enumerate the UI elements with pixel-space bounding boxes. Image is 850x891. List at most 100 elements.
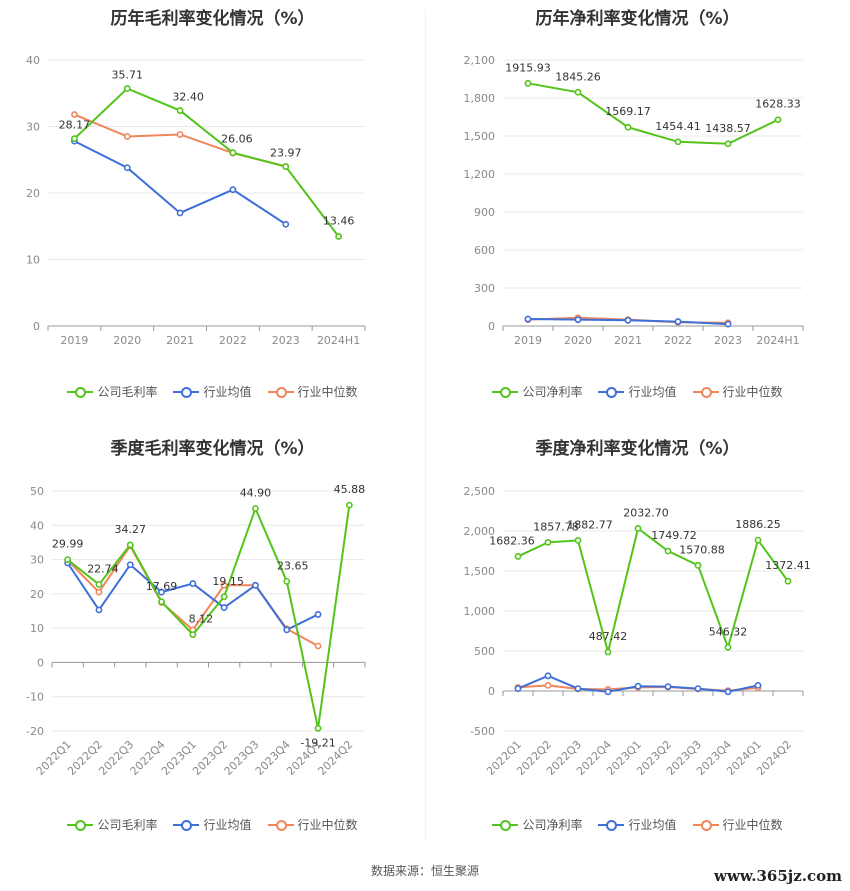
legend-item[interactable]: 行业均值 bbox=[598, 816, 677, 833]
data-point[interactable] bbox=[229, 149, 237, 157]
data-point[interactable] bbox=[314, 642, 322, 650]
data-point[interactable] bbox=[189, 631, 197, 638]
data-point[interactable] bbox=[252, 581, 259, 589]
legend-item[interactable]: 公司净利率 bbox=[492, 816, 582, 833]
data-point[interactable] bbox=[574, 685, 582, 692]
data-point[interactable] bbox=[694, 685, 702, 692]
data-point[interactable] bbox=[345, 501, 353, 509]
data-point[interactable] bbox=[158, 588, 165, 596]
chart-panel-3: 季度毛利率变化情况（%） -20 -10 0 10 20 30 40 50 2022Q1 2022Q… bbox=[0, 430, 425, 860]
data-point[interactable] bbox=[664, 683, 672, 690]
data-point[interactable] bbox=[126, 541, 134, 549]
legend-item[interactable]: 行业中位数 bbox=[692, 816, 783, 833]
data-point[interactable] bbox=[634, 682, 642, 690]
data-point[interactable] bbox=[64, 556, 72, 564]
chart-title: 季度净利率变化情况（%） bbox=[535, 439, 740, 459]
data-point[interactable] bbox=[514, 685, 522, 692]
x-tick-label: 2022 bbox=[219, 334, 247, 347]
data-point[interactable] bbox=[624, 316, 632, 324]
series-line bbox=[527, 82, 779, 145]
legend-marker-icon bbox=[692, 386, 719, 398]
data-point[interactable] bbox=[71, 135, 78, 143]
data-point[interactable] bbox=[524, 79, 532, 87]
x-tick-label: 2022 bbox=[664, 334, 692, 347]
legend-label: 行业中位数 bbox=[297, 818, 358, 832]
legend-label: 行业均值 bbox=[628, 818, 677, 832]
data-point[interactable] bbox=[229, 186, 237, 194]
data-point[interactable] bbox=[574, 88, 582, 96]
legend-item[interactable]: 行业均值 bbox=[173, 383, 252, 400]
data-point[interactable] bbox=[176, 107, 184, 114]
data-point[interactable] bbox=[604, 688, 612, 696]
legend-marker-icon bbox=[598, 386, 625, 398]
data-point[interactable] bbox=[604, 648, 612, 656]
data-point[interactable] bbox=[724, 643, 732, 651]
data-point[interactable] bbox=[724, 320, 732, 328]
data-point[interactable] bbox=[95, 581, 103, 588]
data-point[interactable] bbox=[252, 505, 259, 512]
data-point[interactable] bbox=[634, 524, 642, 532]
data-point[interactable] bbox=[283, 577, 291, 585]
data-point[interactable] bbox=[189, 580, 197, 587]
data-point[interactable] bbox=[71, 111, 78, 118]
data-point[interactable] bbox=[123, 164, 131, 172]
data-label: 23.97 bbox=[270, 147, 302, 160]
data-label: 22.74 bbox=[87, 562, 119, 575]
data-point[interactable] bbox=[283, 626, 291, 634]
x-tick-label: 2019 bbox=[60, 334, 88, 347]
data-point[interactable] bbox=[574, 316, 582, 324]
data-point[interactable] bbox=[95, 606, 103, 614]
legend-label: 公司毛利率 bbox=[97, 818, 158, 832]
data-point[interactable] bbox=[624, 123, 632, 131]
data-point[interactable] bbox=[754, 681, 762, 689]
data-point[interactable] bbox=[335, 233, 342, 240]
legend-item[interactable]: 行业中位数 bbox=[267, 383, 358, 400]
legend-item[interactable]: 行业中位数 bbox=[267, 816, 358, 833]
data-point[interactable] bbox=[126, 561, 134, 569]
data-label: 1682.36 bbox=[489, 534, 535, 547]
data-point[interactable] bbox=[544, 538, 552, 546]
chart-legend: 公司净利率 行业均值 行业中位数 bbox=[425, 383, 850, 401]
chart-svg: -20-10010203040502022Q12022Q22022Q32022Q… bbox=[26, 483, 366, 778]
legend-marker-icon bbox=[173, 386, 200, 398]
data-label: 2032.70 bbox=[623, 506, 669, 519]
legend-marker-icon bbox=[492, 386, 519, 398]
data-point[interactable] bbox=[574, 536, 582, 544]
legend-item[interactable]: 行业均值 bbox=[598, 383, 677, 400]
data-point[interactable] bbox=[220, 593, 228, 601]
data-point[interactable] bbox=[674, 138, 682, 146]
data-point[interactable] bbox=[694, 561, 702, 569]
data-point[interactable] bbox=[544, 681, 552, 689]
data-point[interactable] bbox=[774, 116, 782, 124]
data-point[interactable] bbox=[544, 672, 552, 680]
data-point[interactable] bbox=[674, 318, 682, 325]
data-point[interactable] bbox=[724, 688, 732, 696]
data-label: 1569.17 bbox=[605, 105, 651, 118]
legend-item[interactable]: 公司毛利率 bbox=[67, 816, 157, 833]
data-point[interactable] bbox=[176, 209, 184, 217]
legend-item[interactable]: 行业中位数 bbox=[692, 383, 783, 400]
data-point[interactable] bbox=[754, 536, 762, 544]
data-point[interactable] bbox=[314, 611, 322, 618]
data-point[interactable] bbox=[724, 140, 732, 148]
data-point[interactable] bbox=[664, 547, 672, 555]
data-label: 1438.57 bbox=[705, 122, 751, 135]
data-point[interactable] bbox=[282, 163, 290, 170]
data-point[interactable] bbox=[123, 85, 131, 92]
data-point[interactable] bbox=[524, 315, 532, 323]
data-point[interactable] bbox=[514, 553, 522, 560]
legend-item[interactable]: 公司净利率 bbox=[492, 383, 582, 400]
data-point[interactable] bbox=[220, 604, 228, 611]
data-point[interactable] bbox=[282, 220, 290, 228]
legend-marker-icon bbox=[692, 819, 719, 831]
data-point[interactable] bbox=[158, 598, 165, 606]
data-point[interactable] bbox=[123, 133, 131, 140]
y-tick-label: 600 bbox=[474, 244, 495, 257]
data-point[interactable] bbox=[784, 577, 792, 585]
data-point[interactable] bbox=[176, 131, 184, 138]
data-point[interactable] bbox=[220, 581, 228, 589]
legend-item[interactable]: 行业均值 bbox=[173, 816, 252, 833]
legend-item[interactable]: 公司毛利率 bbox=[67, 383, 157, 400]
data-point[interactable] bbox=[314, 724, 322, 732]
data-point[interactable] bbox=[95, 588, 103, 596]
